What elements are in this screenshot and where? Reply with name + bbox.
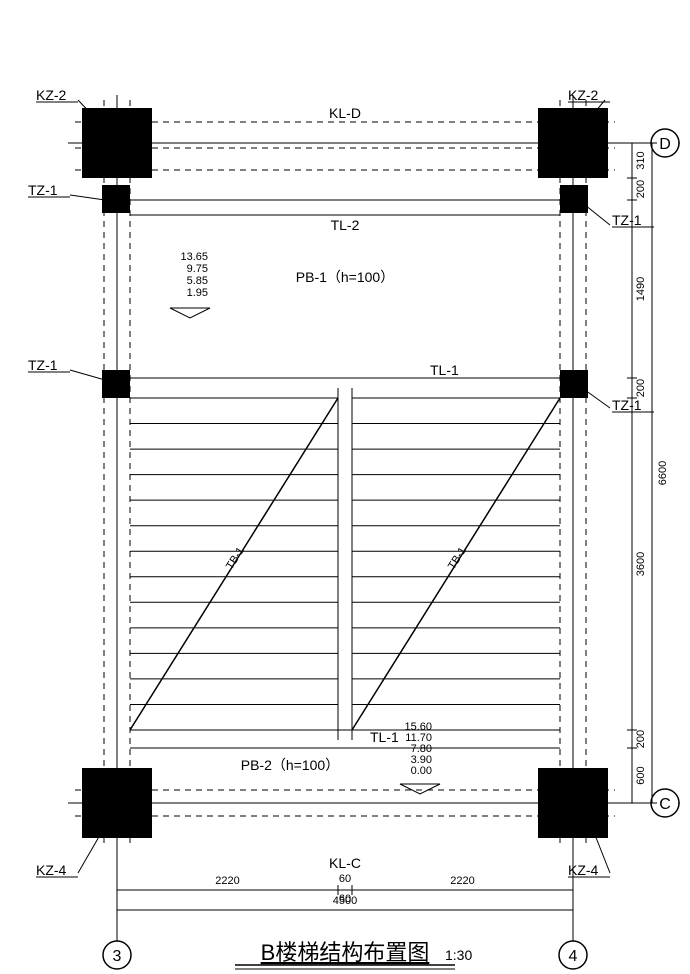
elev-top-2: 5.85 — [187, 275, 208, 287]
grid-c: C — [659, 796, 671, 813]
stringer-gap — [338, 388, 352, 740]
col-TZ1_MR — [560, 370, 588, 398]
label-KZ-2: KZ-2 — [36, 87, 67, 103]
label-tl1-upper: TL-1 — [430, 362, 459, 378]
label-kl-c: KL-C — [329, 855, 361, 871]
col-TZ1_TR — [560, 185, 588, 213]
label-TZ-1: TZ-1 — [612, 397, 642, 413]
dimlabel-310: 310 — [635, 151, 647, 169]
dimlabel-600: 600 — [635, 766, 647, 784]
dimlabel-200: 200 — [635, 379, 647, 397]
label-TZ-1: TZ-1 — [28, 182, 58, 198]
elev-bot-4: 0.00 — [411, 765, 432, 777]
drawing-scale: 1:30 — [445, 947, 472, 963]
dimlabel-200: 200 — [635, 180, 647, 198]
label-tl2: TL-2 — [331, 217, 360, 233]
grid-4: 4 — [569, 948, 578, 965]
label-KZ-4: KZ-4 — [36, 862, 67, 878]
dimlabel-200: 200 — [635, 730, 647, 748]
dimlabel-1490: 1490 — [635, 277, 647, 301]
label-TZ-1: TZ-1 — [28, 357, 58, 373]
elev-top-3: 1.95 — [187, 287, 208, 299]
dimlabel-6600: 6600 — [657, 461, 669, 485]
label-kl-d: KL-D — [329, 105, 361, 121]
elev-top-0: 13.65 — [180, 251, 208, 263]
col-TZ1_ML — [102, 370, 130, 398]
label-pb2: PB-2（h=100） — [241, 757, 339, 773]
label-tl1-lower: TL-1 — [370, 729, 399, 745]
svg-text:60: 60 — [339, 873, 351, 885]
dimlabel-2220: 2220 — [215, 875, 239, 887]
dimlabel-3600: 3600 — [635, 552, 647, 576]
grid-d: D — [659, 136, 671, 153]
grid-3: 3 — [113, 948, 122, 965]
dimlabel-2220: 2220 — [450, 875, 474, 887]
drawing-title: B楼梯结构布置图 — [261, 940, 430, 965]
elev-top-1: 9.75 — [187, 263, 208, 275]
label-TZ-1: TZ-1 — [612, 212, 642, 228]
label-pb1: PB-1（h=100） — [296, 269, 394, 285]
col-TZ1_TL — [102, 185, 130, 213]
dimlabel-4500: 4500 — [333, 895, 357, 907]
